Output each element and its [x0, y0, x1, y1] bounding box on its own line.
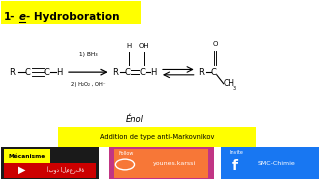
- Text: R: R: [198, 68, 204, 77]
- Text: ▶: ▶: [18, 165, 25, 175]
- Text: O: O: [212, 41, 218, 48]
- Text: - Hydroboration: - Hydroboration: [26, 12, 119, 22]
- Text: 1) BH₃: 1) BH₃: [79, 52, 98, 57]
- Text: 2) H₂O₂ , OH⁻: 2) H₂O₂ , OH⁻: [71, 82, 106, 87]
- Bar: [220, 147, 319, 179]
- Text: f: f: [232, 159, 238, 173]
- Text: Énol: Énol: [125, 115, 143, 124]
- Text: 1-: 1-: [4, 12, 15, 22]
- Text: C: C: [125, 68, 131, 77]
- Bar: [114, 149, 208, 177]
- Text: C: C: [25, 68, 30, 77]
- Text: Follow: Follow: [119, 151, 134, 156]
- Text: C: C: [44, 68, 50, 77]
- Bar: [1, 1, 141, 24]
- Bar: [109, 147, 214, 179]
- Text: R: R: [112, 68, 118, 77]
- Text: C: C: [211, 68, 217, 77]
- Bar: [1, 147, 100, 179]
- Text: C: C: [139, 68, 145, 77]
- Text: Addition de type anti-Markovnikov: Addition de type anti-Markovnikov: [100, 134, 214, 140]
- Bar: [4, 149, 50, 165]
- Text: e: e: [18, 12, 25, 22]
- Text: younes.karssi: younes.karssi: [153, 161, 196, 166]
- Text: OH: OH: [139, 43, 149, 49]
- Text: Invite: Invite: [229, 150, 244, 155]
- Text: 3: 3: [233, 86, 236, 91]
- Text: أبود المعرفة: أبود المعرفة: [47, 166, 84, 174]
- Bar: [58, 127, 256, 147]
- Text: Mécanisme: Mécanisme: [8, 154, 45, 159]
- Text: H: H: [56, 68, 63, 77]
- Text: H: H: [150, 68, 157, 77]
- Text: CH: CH: [224, 79, 235, 88]
- Text: R: R: [9, 68, 14, 77]
- Text: SMC-Chimie: SMC-Chimie: [257, 161, 295, 166]
- Bar: [4, 163, 96, 178]
- Text: H: H: [126, 43, 132, 49]
